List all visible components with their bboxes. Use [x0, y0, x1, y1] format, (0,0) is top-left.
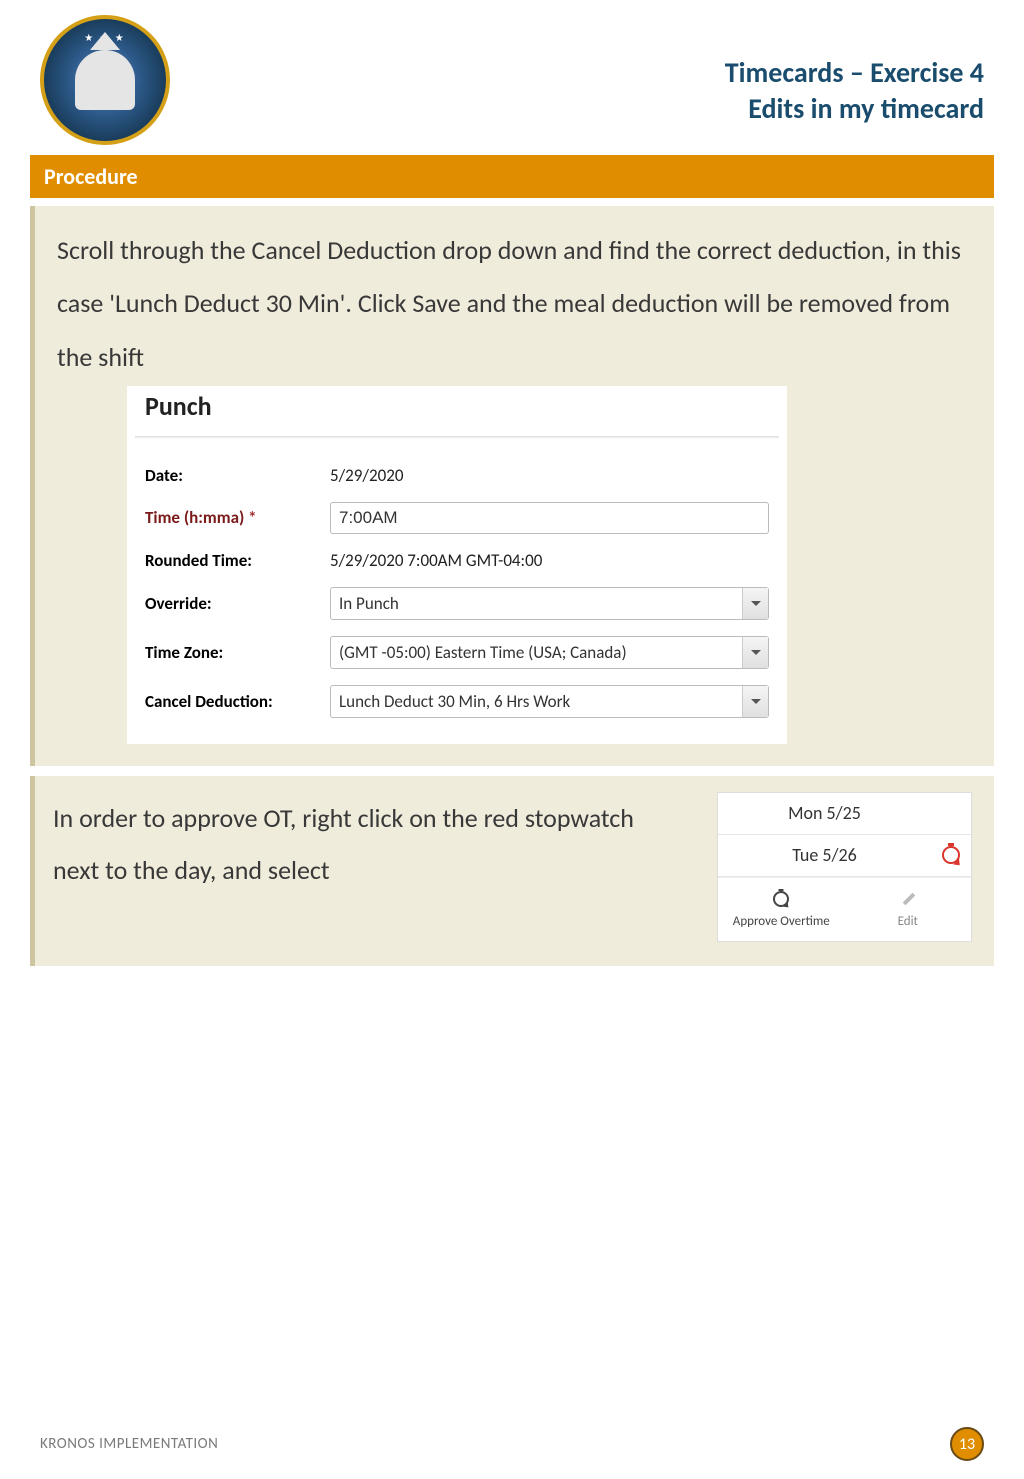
page-title: Timecards – Exercise 4 Edits in my timec… — [725, 15, 984, 128]
footer-text: KRONOS IMPLEMENTATION — [40, 1435, 218, 1453]
title-line-2: Edits in my timecard — [725, 91, 984, 127]
day-label-tue: Tue 5/26 — [718, 844, 931, 866]
punch-dialog-title: Punch — [127, 386, 787, 436]
timezone-dropdown-btn[interactable] — [742, 637, 768, 668]
time-input[interactable] — [330, 502, 769, 534]
cancel-deduction-dropdown-btn[interactable] — [742, 686, 768, 717]
day-label-mon: Mon 5/25 — [718, 802, 931, 824]
chevron-down-icon — [751, 601, 761, 606]
timezone-select[interactable]: (GMT -05:00) Eastern Time (USA; Canada) — [330, 636, 769, 669]
page-number-badge: 13 — [950, 1427, 984, 1461]
edit-label: Edit — [845, 914, 972, 929]
cancel-deduction-select[interactable]: Lunch Deduct 30 Min, 6 Hrs Work — [330, 685, 769, 718]
instruction-block-1: Scroll through the Cancel Deduction drop… — [30, 206, 994, 766]
stopwatch-cell-tue[interactable] — [931, 846, 971, 864]
day-row-tue[interactable]: Tue 5/26 — [718, 835, 971, 877]
override-select[interactable]: In Punch — [330, 587, 769, 620]
logo-dome — [75, 50, 135, 110]
approve-overtime-icon — [773, 891, 789, 907]
cancel-deduction-value: Lunch Deduct 30 Min, 6 Hrs Work — [331, 686, 742, 717]
value-date: 5/29/2020 — [330, 465, 403, 486]
state-seal-logo: ★ ★ ★ — [40, 15, 170, 145]
page-footer: KRONOS IMPLEMENTATION 13 — [0, 1427, 1024, 1461]
row-rounded: Rounded Time: 5/29/2020 7:00AM GMT-04:00 — [127, 542, 787, 579]
title-line-1: Timecards – Exercise 4 — [725, 55, 984, 91]
edit-pencil-icon — [900, 891, 916, 907]
punch-dialog: Punch Date: 5/29/2020 Time (h:mma) * Rou… — [127, 386, 787, 744]
row-date: Date: 5/29/2020 — [127, 457, 787, 494]
separator — [135, 436, 779, 439]
label-date: Date: — [145, 465, 330, 486]
label-timezone: Time Zone: — [145, 642, 330, 663]
label-cancel-deduction: Cancel Deduction: — [145, 691, 330, 712]
context-approve-overtime[interactable]: Approve Overtime — [718, 888, 845, 929]
context-menu: Approve Overtime Edit — [718, 877, 971, 941]
procedure-heading: Procedure — [30, 155, 994, 198]
row-timezone: Time Zone: (GMT -05:00) Eastern Time (US… — [127, 628, 787, 677]
label-rounded: Rounded Time: — [145, 550, 330, 571]
context-edit[interactable]: Edit — [845, 888, 972, 929]
timecard-days-panel: Mon 5/25 Tue 5/26 Approve Overtime Edit — [717, 792, 972, 942]
override-dropdown-btn[interactable] — [742, 588, 768, 619]
override-value: In Punch — [331, 588, 742, 619]
timezone-value: (GMT -05:00) Eastern Time (USA; Canada) — [331, 637, 742, 668]
instruction-block-2: In order to approve OT, right click on t… — [30, 776, 994, 966]
row-override: Override: In Punch — [127, 579, 787, 628]
label-time: Time (h:mma) * — [145, 507, 330, 528]
stopwatch-icon[interactable] — [942, 846, 960, 864]
day-row-mon[interactable]: Mon 5/25 — [718, 793, 971, 835]
row-cancel-deduction: Cancel Deduction: Lunch Deduct 30 Min, 6… — [127, 677, 787, 726]
value-rounded: 5/29/2020 7:00AM GMT-04:00 — [330, 550, 542, 571]
row-time: Time (h:mma) * — [127, 494, 787, 542]
approve-overtime-label: Approve Overtime — [718, 914, 845, 929]
label-override: Override: — [145, 593, 330, 614]
chevron-down-icon — [751, 650, 761, 655]
instruction-text-1: Scroll through the Cancel Deduction drop… — [57, 224, 972, 384]
instruction-text-2: In order to approve OT, right click on t… — [53, 792, 677, 896]
chevron-down-icon — [751, 699, 761, 704]
